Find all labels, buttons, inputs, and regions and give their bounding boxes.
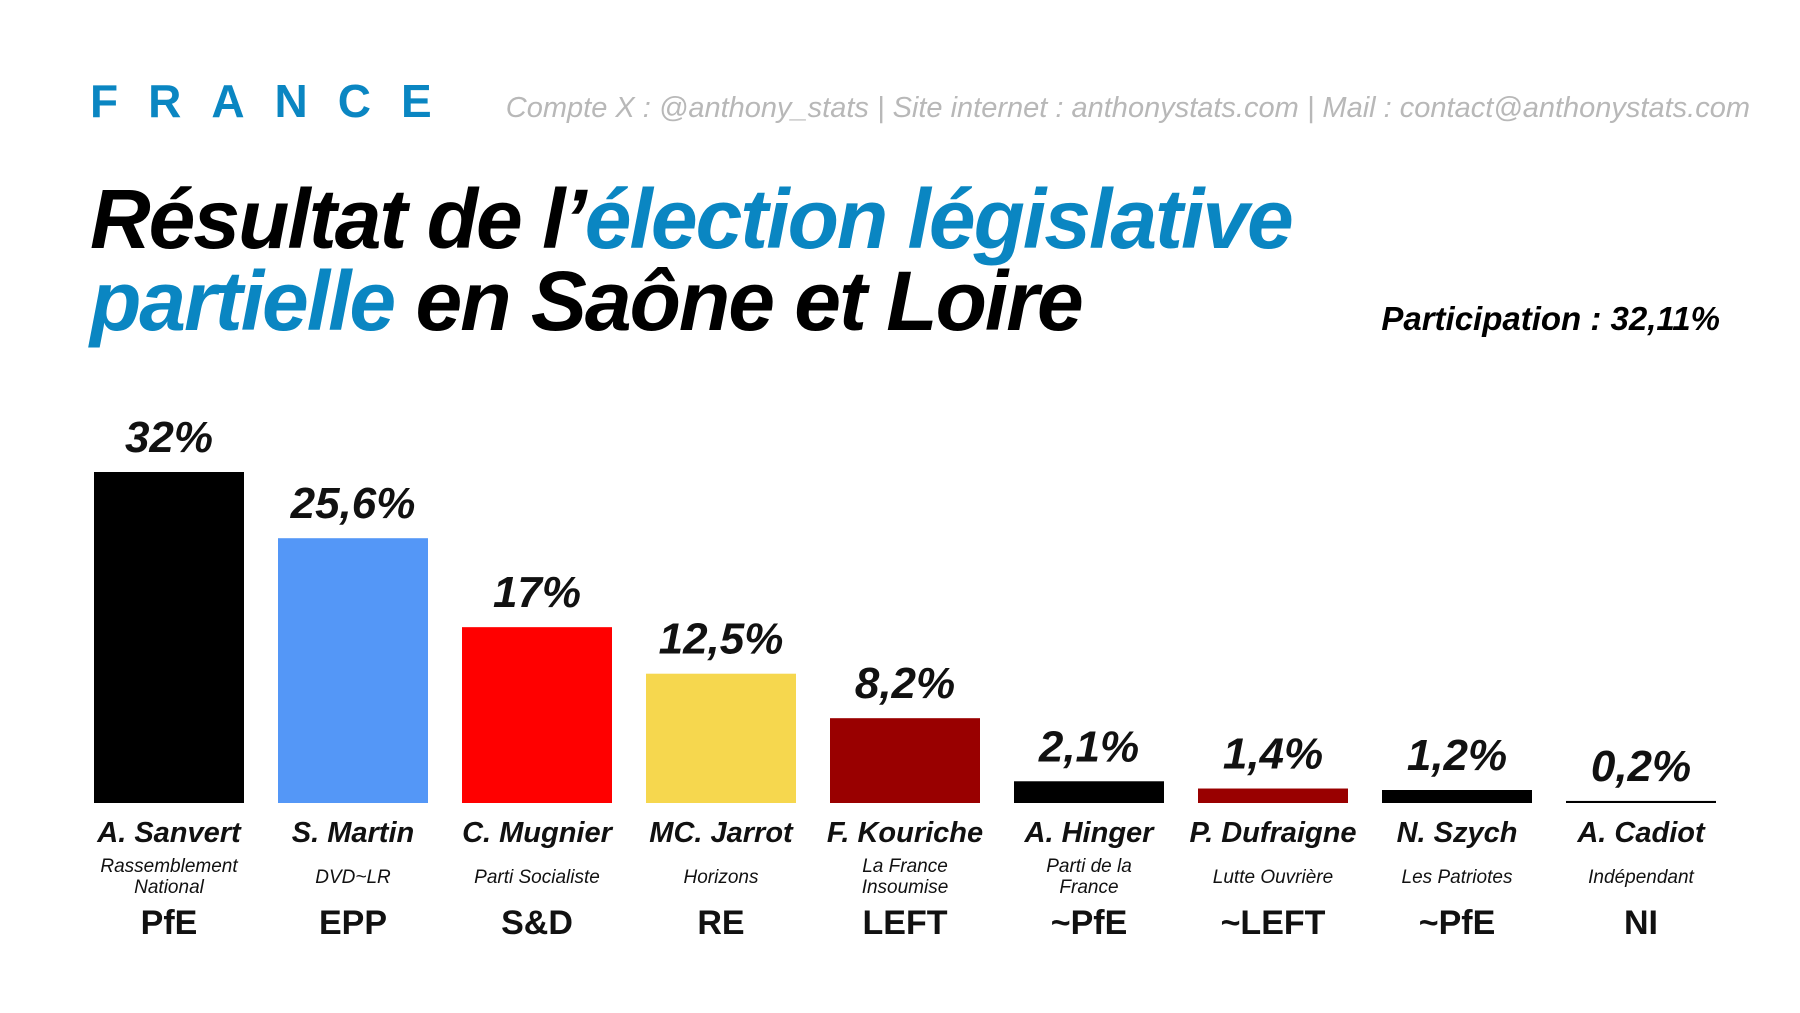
- value-label: 12,5%: [659, 615, 784, 664]
- party-name: Les Patriotes: [1402, 867, 1513, 888]
- party-name: Rassemblement: [100, 856, 238, 877]
- eu-group-label: LEFT: [863, 904, 948, 942]
- bar: [646, 673, 796, 803]
- participation-label: Participation : 32,11%: [1381, 300, 1720, 337]
- country-label: FRANCE: [90, 75, 462, 127]
- eu-group-label: ~PfE: [1419, 904, 1496, 942]
- title-accent-2: partielle: [90, 254, 396, 348]
- eu-group-label: PfE: [141, 904, 198, 942]
- chart-title: Résultat de l’élection législative partie…: [90, 177, 1294, 343]
- contact-info: Compte X : @anthony_stats | Site interne…: [505, 92, 1750, 124]
- candidate-name: A. Cadiot: [1576, 817, 1706, 849]
- value-label: 1,2%: [1407, 731, 1507, 780]
- value-label: 32%: [125, 413, 213, 462]
- eu-group-label: ~PfE: [1051, 904, 1128, 942]
- value-label: 1,4%: [1223, 730, 1323, 779]
- value-label: 8,2%: [855, 659, 955, 708]
- value-label: 2,1%: [1038, 722, 1139, 771]
- party-name: National: [134, 877, 204, 898]
- eu-group-label: ~LEFT: [1221, 904, 1326, 942]
- bar: [1566, 800, 1716, 803]
- candidate-name: MC. Jarrot: [649, 817, 794, 849]
- bar: [830, 718, 980, 803]
- party-name: DVD~LR: [315, 867, 391, 888]
- party-name: Indépendant: [1588, 867, 1694, 888]
- candidate-name: C. Mugnier: [462, 817, 614, 849]
- title-part-2: en Saône et Loire: [394, 254, 1083, 348]
- party-name: Horizons: [684, 867, 759, 888]
- candidate-name: P. Dufraigne: [1189, 817, 1356, 849]
- bar: [94, 472, 244, 803]
- eu-group-label: S&D: [501, 904, 573, 942]
- bar: [278, 538, 428, 803]
- bar: [1382, 790, 1532, 803]
- bar: [462, 627, 612, 803]
- party-name: La France: [862, 856, 948, 877]
- eu-group-label: RE: [697, 904, 744, 942]
- value-label: 0,2%: [1591, 742, 1691, 791]
- candidate-name: N. Szych: [1397, 817, 1518, 849]
- eu-group-label: NI: [1624, 904, 1658, 942]
- candidate-name: F. Kouriche: [827, 817, 983, 849]
- party-name: France: [1059, 877, 1118, 898]
- eu-group-label: EPP: [319, 904, 387, 942]
- title-part-1: Résultat de l’: [90, 172, 587, 266]
- value-label: 17%: [493, 568, 581, 617]
- party-name: Insoumise: [862, 877, 949, 898]
- party-name: Parti Socialiste: [474, 867, 600, 888]
- bar: [1198, 788, 1348, 803]
- bar: [1014, 781, 1164, 803]
- party-name: Parti de la: [1046, 856, 1132, 877]
- candidate-name: A. Hinger: [1024, 817, 1156, 849]
- party-name: Lutte Ouvrière: [1213, 867, 1333, 888]
- value-label: 25,6%: [290, 479, 416, 528]
- candidate-name: A. Sanvert: [96, 817, 242, 849]
- title-accent-1: élection législative: [584, 172, 1294, 266]
- candidate-name: S. Martin: [292, 817, 414, 849]
